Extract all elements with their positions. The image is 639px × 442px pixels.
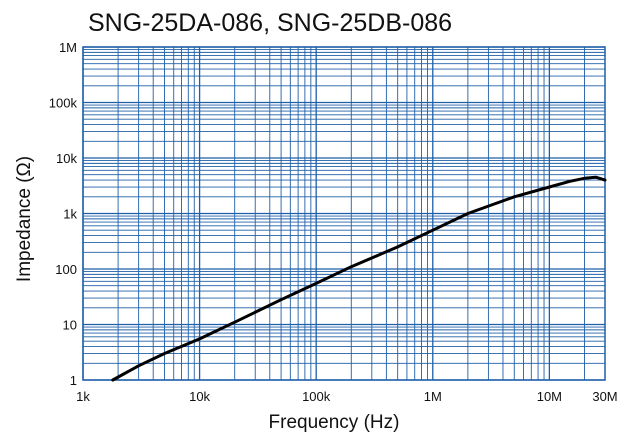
y-tick-label: 100k [49, 96, 78, 111]
y-tick-label: 1M [59, 40, 77, 55]
x-tick-label: 1M [424, 389, 442, 404]
chart-title: SNG-25DA-086, SNG-25DB-086 [88, 9, 452, 37]
impedance-curve-0 [111, 175, 607, 382]
x-tick-labels: 1k 10k 100k 1M 10M 30M [76, 389, 618, 404]
y-tick-label: 10 [63, 318, 77, 333]
y-tick-label: 1k [63, 207, 77, 222]
x-axis-label: Frequency (Hz) [269, 412, 400, 433]
x-tick-label: 30M [592, 389, 617, 404]
impedance-curve-layer [111, 175, 607, 382]
y-axis-label: Impedance (Ω) [14, 156, 35, 282]
y-tick-label: 1 [70, 373, 77, 388]
y-tick-label: 100 [55, 262, 77, 277]
plot-frame [82, 46, 606, 381]
x-tick-label: 10k [189, 389, 210, 404]
x-tick-label: 1k [76, 389, 90, 404]
x-tick-label: 100k [302, 389, 331, 404]
grid [82, 46, 606, 381]
x-tick-label: 10M [537, 389, 562, 404]
y-tick-labels: 1 10 100 1k 10k 100k 1M [49, 40, 78, 388]
y-tick-label: 10k [56, 151, 77, 166]
